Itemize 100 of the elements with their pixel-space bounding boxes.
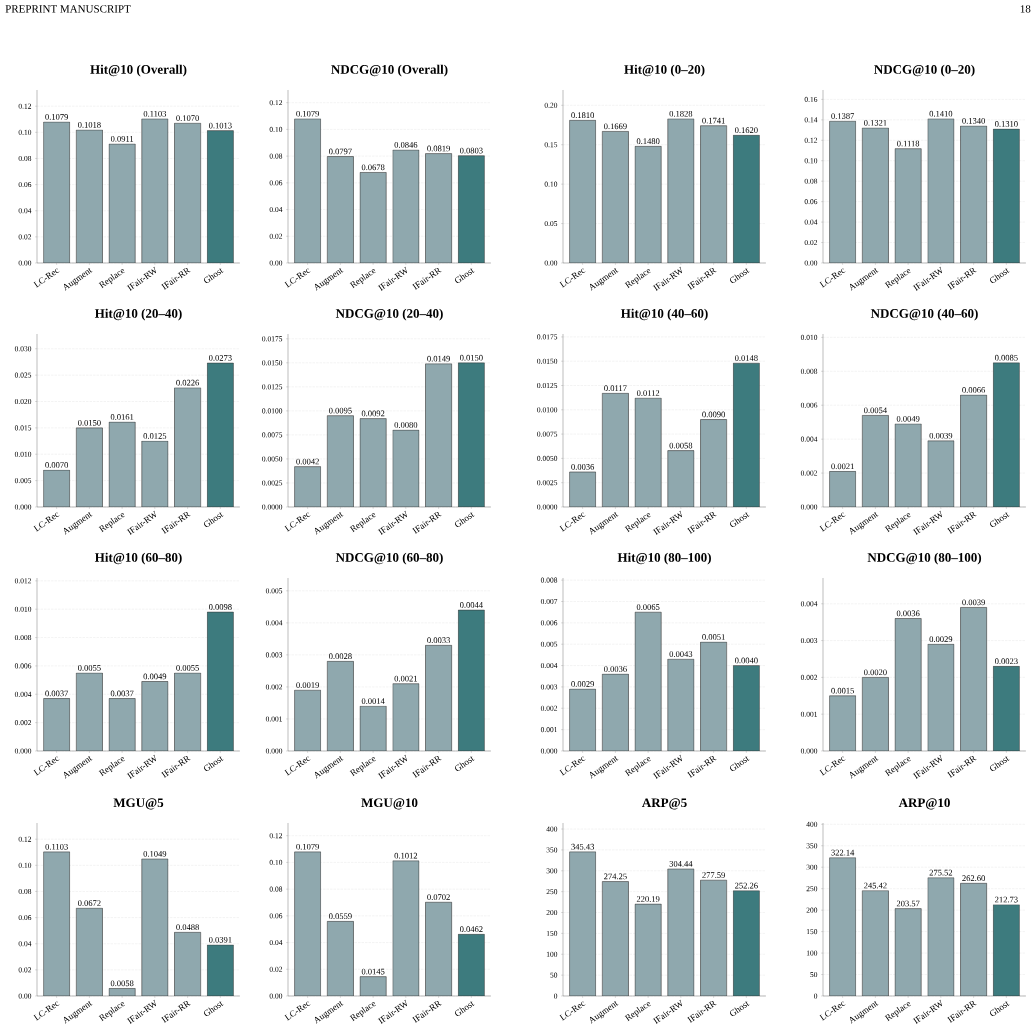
- bar: [992, 128, 1020, 263]
- data-label: 245.42: [864, 882, 887, 889]
- data-label: 0.0049: [143, 673, 167, 680]
- data-label: 0.0226: [176, 379, 200, 386]
- x-tick-label: Ghost: [454, 268, 475, 283]
- bar: [960, 882, 988, 996]
- data-label: 0.0803: [460, 147, 483, 154]
- data-label: 0.0015: [831, 687, 855, 694]
- bar: [829, 857, 857, 996]
- x-tick-label: Ghost: [989, 512, 1010, 527]
- data-label: 0.0058: [669, 442, 693, 449]
- bar: [732, 134, 760, 263]
- data-label: 0.0036: [571, 464, 595, 470]
- data-label: 0.0043: [669, 651, 693, 657]
- data-label: 0.0085: [995, 354, 1018, 361]
- data-label: 0.1741: [702, 117, 725, 124]
- data-label: 0.0117: [604, 385, 627, 392]
- data-label: 0.0090: [702, 411, 725, 418]
- data-label: 0.0066: [962, 387, 986, 393]
- data-label: 0.0559: [329, 913, 352, 920]
- data-label: 0.0095: [329, 407, 352, 414]
- data-label: 0.0065: [636, 604, 660, 610]
- data-label: 0.1070: [176, 115, 199, 121]
- data-label: 0.0028: [329, 653, 352, 660]
- data-label: 0.0819: [427, 145, 450, 152]
- data-label: 0.0149: [427, 355, 450, 362]
- data-label: 0.0029: [571, 681, 594, 687]
- data-label: 0.0054: [864, 407, 887, 414]
- bar: [960, 394, 988, 507]
- data-label: 0.1620: [735, 127, 758, 134]
- data-label: 322.14: [831, 849, 855, 856]
- data-label: 0.0092: [361, 410, 385, 417]
- data-label: 0.0033: [427, 637, 450, 644]
- data-label: 0.0055: [78, 665, 101, 671]
- data-label: 203.57: [896, 900, 920, 907]
- data-label: 0.1321: [864, 119, 887, 126]
- data-label: 0.1810: [571, 112, 595, 119]
- data-label: 0.0051: [702, 634, 725, 640]
- chart-title: Hit@10 (60–80): [94, 552, 182, 565]
- bar: [992, 904, 1020, 996]
- data-label: 0.0391: [208, 936, 232, 943]
- data-label: 252.26: [735, 882, 758, 889]
- x-tick-label: Ghost: [729, 1001, 750, 1016]
- bar: [392, 429, 420, 507]
- data-label: 0.0036: [896, 610, 920, 617]
- data-label: 0.1828: [669, 110, 693, 117]
- data-label: 0.0702: [427, 894, 450, 901]
- data-label: 0.0037: [110, 690, 134, 697]
- data-label: 0.0023: [995, 658, 1018, 665]
- bar: [294, 118, 322, 263]
- bar: [206, 362, 234, 507]
- data-label: 0.1103: [45, 843, 68, 850]
- text: 18: [1020, 5, 1031, 13]
- x-tick-label: Ghost: [203, 756, 224, 771]
- chart-title: MGU@5: [113, 798, 164, 810]
- data-label: 0.0070: [45, 462, 68, 468]
- x-tick-label: Ghost: [989, 756, 1010, 771]
- bar: [294, 689, 322, 751]
- chart-title: NDCG@10 (80–100): [867, 552, 982, 565]
- data-label: 0.0488: [176, 924, 199, 931]
- bar: [206, 611, 234, 751]
- data-label: 0.0112: [636, 390, 660, 396]
- text: PREPRINT MANUSCRIPT: [5, 5, 131, 13]
- data-label: 0.0125: [143, 433, 167, 439]
- bar: [569, 119, 597, 263]
- bar: [992, 666, 1020, 751]
- chart-title: Hit@10 (80–100): [617, 552, 711, 565]
- data-label: 0.0148: [735, 355, 758, 361]
- data-label: 0.0911: [110, 135, 134, 142]
- bar: [457, 609, 485, 751]
- data-label: 0.0058: [110, 980, 134, 987]
- bar: [569, 851, 597, 996]
- data-label: 0.1079: [296, 110, 319, 117]
- data-label: 0.0029: [929, 636, 953, 643]
- data-label: 0.1480: [636, 138, 660, 145]
- data-label: 0.0150: [460, 354, 483, 361]
- data-label: 0.1340: [962, 118, 985, 124]
- data-label: 0.0145: [361, 968, 385, 975]
- data-label: 0.0019: [296, 682, 319, 688]
- data-label: 0.1013: [208, 122, 232, 129]
- data-label: 0.0039: [929, 432, 953, 439]
- bar: [294, 851, 322, 996]
- data-label: 0.1079: [45, 114, 68, 120]
- x-tick-label: Ghost: [989, 268, 1010, 283]
- data-label: 0.1012: [394, 852, 418, 859]
- bar: [457, 362, 485, 507]
- data-label: 0.0098: [208, 604, 232, 610]
- chart-title: NDCG@10 (Overall): [331, 64, 448, 77]
- bar: [43, 698, 71, 751]
- chart-title: MGU@10: [361, 798, 418, 810]
- bar: [829, 471, 857, 507]
- data-label: 0.1410: [929, 110, 953, 117]
- bar: [392, 149, 420, 263]
- bar: [294, 466, 322, 507]
- bar: [732, 890, 760, 996]
- data-label: 0.0044: [460, 602, 483, 608]
- data-label: 0.0462: [460, 926, 483, 933]
- data-label: 0.0678: [361, 164, 385, 171]
- x-tick-label: Ghost: [203, 268, 224, 283]
- bar: [992, 362, 1020, 507]
